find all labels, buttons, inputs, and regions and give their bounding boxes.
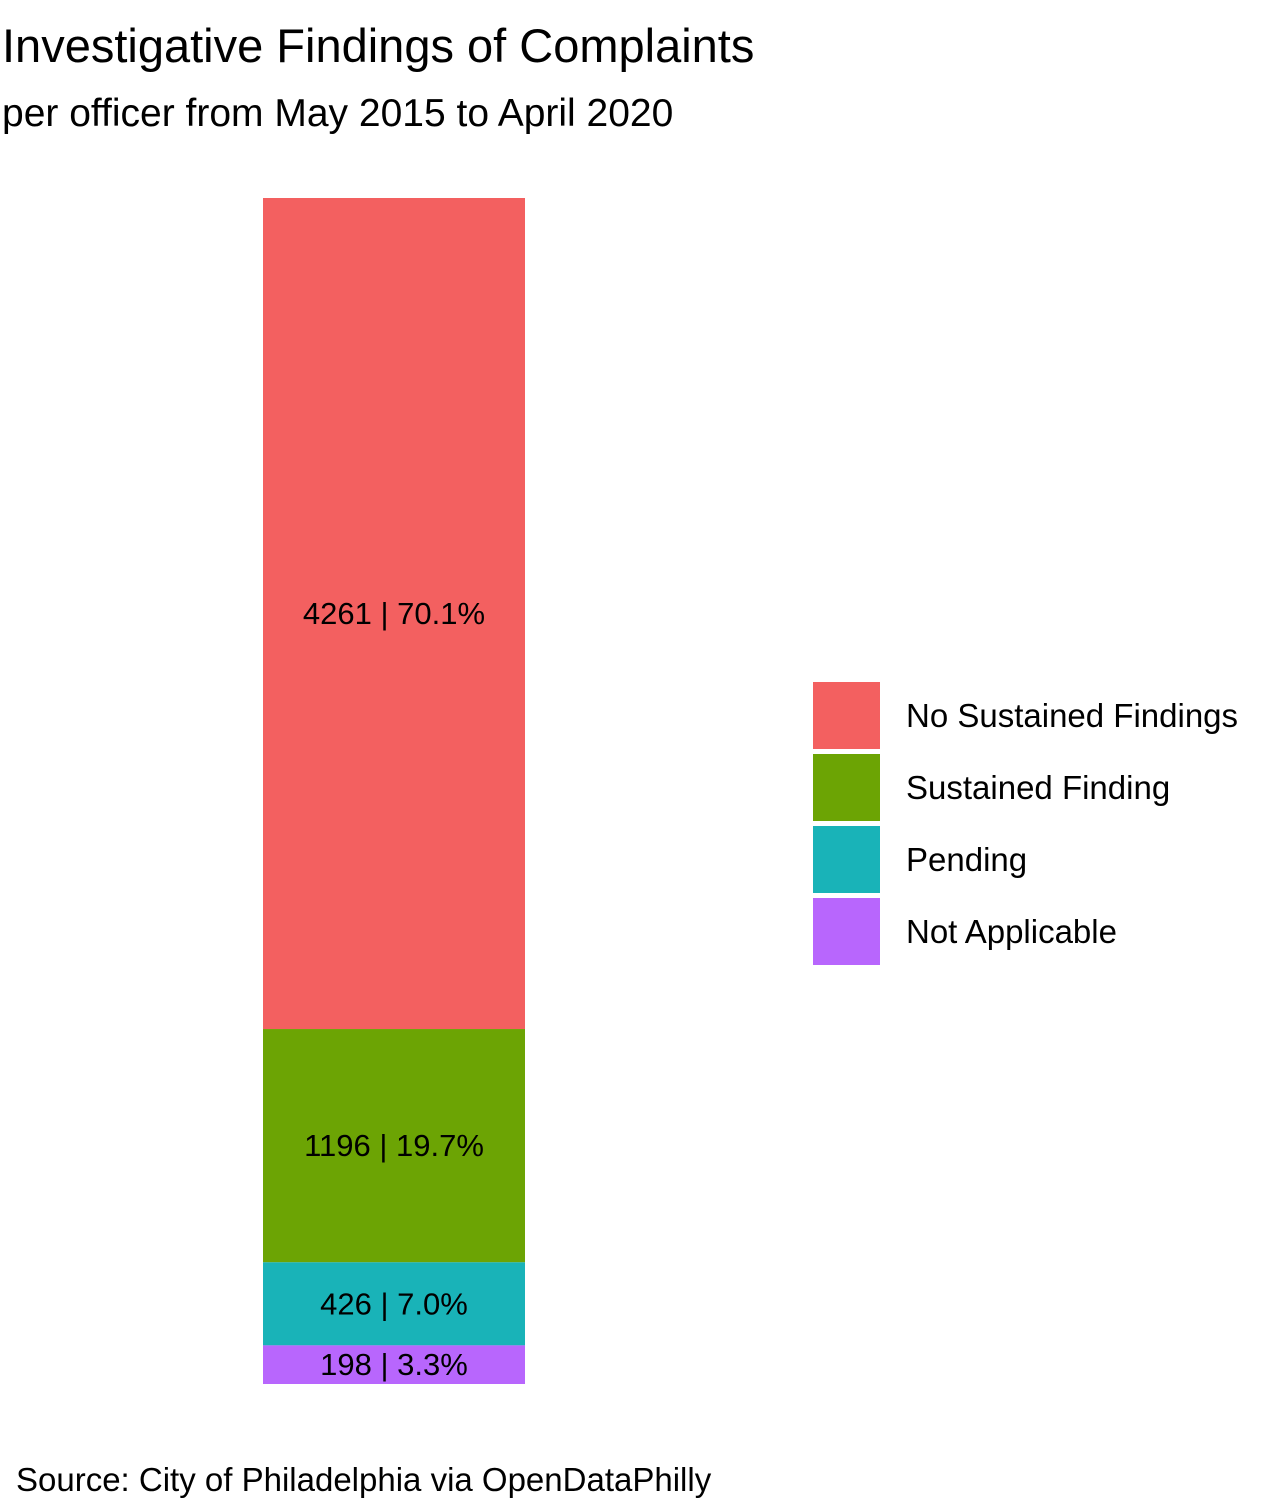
legend-key-pending — [813, 826, 880, 893]
legend-key-no-sustained-findings — [813, 682, 880, 749]
legend-label-no-sustained-findings: No Sustained Findings — [906, 697, 1239, 734]
legend-label-pending: Pending — [906, 841, 1028, 878]
bar-segment-sustained-finding — [263, 1029, 525, 1263]
data-label-pending: 426 | 7.0% — [320, 1286, 468, 1321]
legend-label-sustained-finding: Sustained Finding — [906, 769, 1171, 806]
source-caption: Source: City of Philadelphia via OpenDat… — [16, 1461, 712, 1498]
data-label-no-sustained-findings: 4261 | 70.1% — [303, 596, 485, 631]
bar-segment-not-applicable — [263, 1345, 525, 1384]
legend-key-not-applicable — [813, 898, 880, 965]
data-label-not-applicable: 198 | 3.3% — [320, 1347, 468, 1382]
legend-key-sustained-finding — [813, 754, 880, 821]
bar-segment-pending — [263, 1262, 525, 1346]
chart-subtitle: per officer from May 2015 to April 2020 — [2, 92, 674, 135]
data-label-sustained-finding: 1196 | 19.7% — [304, 1128, 484, 1163]
legend-label-not-applicable: Not Applicable — [906, 913, 1117, 950]
bar-segment-no-sustained-findings — [263, 198, 525, 1030]
chart-title: Investigative Findings of Complaints — [2, 19, 755, 72]
